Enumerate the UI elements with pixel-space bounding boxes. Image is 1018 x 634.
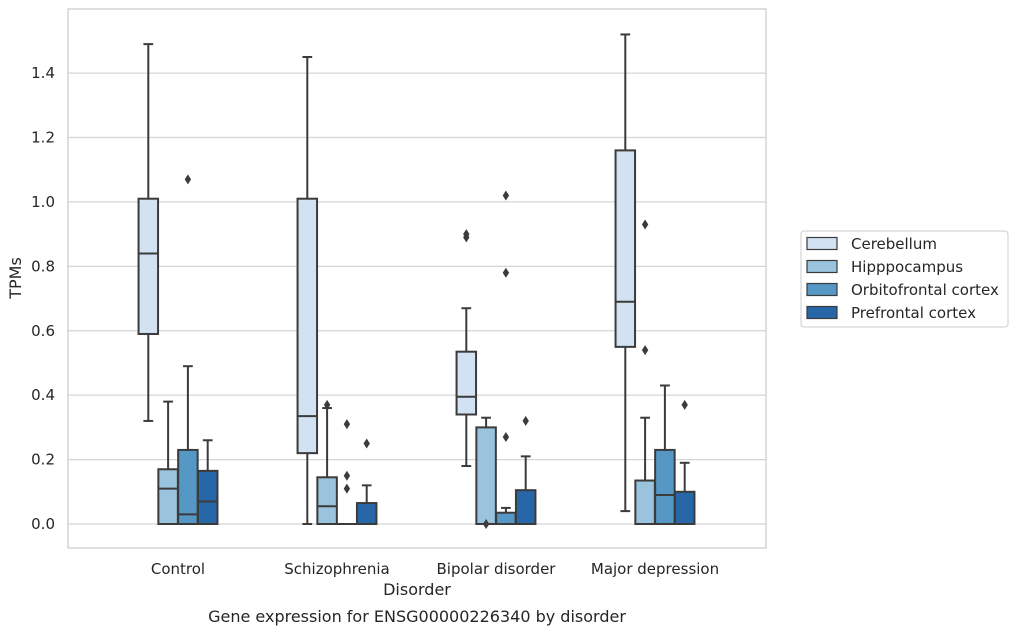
legend-label: Orbitofrontal cortex [851, 281, 999, 299]
box-body [654, 448, 676, 526]
box-body [495, 511, 517, 525]
x-tick-label: Bipolar disorder [437, 560, 557, 578]
box-2-2 [495, 190, 517, 525]
y-tick-label: 1.0 [31, 193, 55, 211]
x-tick-label: Control [151, 560, 205, 578]
outlier-point [463, 229, 470, 240]
box-body [137, 197, 160, 335]
box-2-1 [336, 419, 358, 526]
box-1-3 [634, 219, 656, 525]
legend-swatch [806, 282, 838, 297]
y-tick-label: 0.8 [31, 257, 55, 275]
outlier-point [323, 399, 331, 410]
box-body [196, 469, 219, 525]
outlier-point [482, 519, 490, 529]
outlier-point [681, 399, 688, 410]
plot-frame [67, 8, 767, 549]
box-body [177, 448, 199, 526]
box-3-2 [514, 415, 537, 525]
y-tick-label: 0.2 [31, 451, 55, 469]
box-body [316, 476, 338, 526]
box-body [157, 468, 179, 526]
legend-swatch [806, 259, 838, 274]
y-tick-label: 0.4 [31, 386, 55, 404]
x-axis-label: Disorder [383, 580, 451, 599]
y-tick-label: 1.4 [31, 64, 55, 82]
legend-swatch [806, 305, 838, 320]
y-tick-label: 0.6 [31, 322, 55, 340]
x-tick-label: Schizophrenia [284, 560, 389, 578]
box-3-0 [196, 439, 219, 525]
box-3-1 [355, 438, 378, 526]
box-body [296, 197, 319, 455]
box-1-2 [475, 416, 497, 529]
box-1-1 [316, 399, 338, 526]
y-tick-label: 0.0 [31, 515, 55, 533]
legend-label: Hipppocampus [851, 258, 963, 276]
legend: Cerebellum Hipppocampus Orbitofrontal cort… [800, 230, 1009, 328]
box-0-0 [137, 43, 160, 422]
legend-label: Cerebellum [851, 235, 937, 253]
outlier-point [502, 190, 510, 201]
chart-title: Gene expression for ENSG00000226340 by d… [208, 607, 626, 626]
box-2-3 [654, 384, 676, 526]
legend-box [800, 230, 1009, 328]
outlier-point [343, 470, 351, 481]
outlier-point [641, 345, 649, 356]
box-0-1 [296, 55, 319, 525]
box-0-2 [455, 229, 478, 468]
box-body [614, 149, 637, 348]
outlier-point [343, 419, 351, 430]
box-3-3 [673, 399, 696, 525]
y-tick-label: 1.2 [31, 129, 55, 147]
x-tick-label: Major depression [591, 560, 719, 578]
box-body [455, 350, 478, 416]
box-body [355, 502, 378, 526]
outlier-point [184, 174, 192, 185]
legend-label: Prefrontal cortex [851, 304, 976, 322]
box-body [514, 489, 537, 525]
y-axis-label: TPMs [6, 257, 25, 300]
legend-swatch [806, 236, 838, 251]
outlier-point [502, 432, 510, 443]
x-tick-labels: Control Schizophrenia Bipolar disorder Majo… [151, 560, 719, 578]
box-body [634, 479, 656, 525]
outlier-point [363, 438, 370, 449]
box-0-3 [614, 33, 637, 513]
boxes [137, 33, 696, 529]
outlier-point [522, 415, 529, 426]
y-tick-labels: 0.0 0.2 0.4 0.6 0.8 1.0 1.2 1.4 [31, 64, 55, 533]
box-body [673, 490, 696, 525]
box-1-0 [157, 400, 179, 526]
outlier-point [502, 267, 510, 278]
box-body [475, 426, 497, 525]
outlier-point [641, 219, 649, 230]
outlier-point [343, 483, 351, 494]
